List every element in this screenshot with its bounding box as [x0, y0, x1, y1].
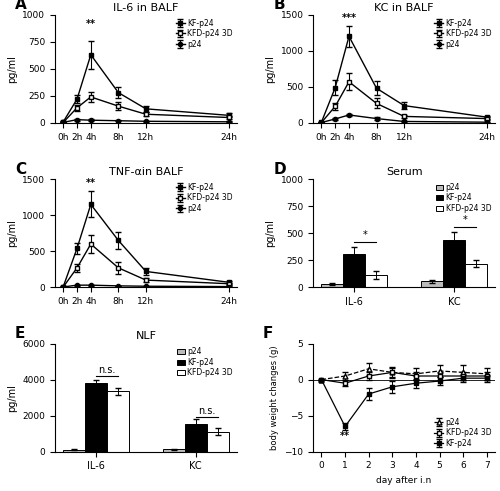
- Bar: [206, 432, 229, 452]
- Text: D: D: [273, 162, 286, 177]
- Y-axis label: pg/ml: pg/ml: [265, 219, 275, 247]
- Y-axis label: pg/ml: pg/ml: [265, 55, 275, 83]
- Y-axis label: pg/ml: pg/ml: [6, 383, 16, 411]
- Bar: [85, 383, 107, 452]
- Title: IL-6 in BALF: IL-6 in BALF: [113, 2, 178, 13]
- Text: n.s.: n.s.: [98, 364, 116, 375]
- Bar: [107, 391, 129, 452]
- Text: **: **: [86, 178, 96, 188]
- Bar: [322, 284, 344, 287]
- Bar: [421, 281, 443, 287]
- Bar: [344, 254, 365, 287]
- Text: *: *: [363, 230, 368, 240]
- X-axis label: day after i.n: day after i.n: [376, 476, 432, 485]
- Text: **: **: [340, 431, 350, 441]
- Text: B: B: [273, 0, 285, 12]
- Text: n.s.: n.s.: [198, 406, 216, 416]
- Text: A: A: [15, 0, 27, 12]
- Bar: [163, 449, 184, 452]
- Text: C: C: [15, 162, 26, 177]
- Legend: p24, KF-p24, KFD-p24 3D: p24, KF-p24, KFD-p24 3D: [178, 347, 233, 378]
- Bar: [443, 240, 465, 287]
- Text: ***: ***: [342, 13, 356, 24]
- Bar: [366, 275, 387, 287]
- Legend: KF-p24, KFD-p24 3D, p24: KF-p24, KFD-p24 3D, p24: [176, 183, 233, 213]
- Bar: [64, 450, 85, 452]
- Title: KC in BALF: KC in BALF: [374, 2, 434, 13]
- Legend: KF-p24, KFD-p24 3D, p24: KF-p24, KFD-p24 3D, p24: [176, 19, 233, 49]
- Bar: [465, 264, 486, 287]
- Y-axis label: pg/ml: pg/ml: [6, 219, 16, 247]
- Legend: p24, KF-p24, KFD-p24 3D: p24, KF-p24, KFD-p24 3D: [436, 183, 491, 213]
- Text: **: **: [86, 19, 96, 29]
- Text: *: *: [462, 215, 467, 225]
- Text: E: E: [15, 326, 26, 341]
- Y-axis label: body weight changes (g): body weight changes (g): [270, 345, 279, 450]
- Text: F: F: [262, 326, 272, 341]
- Title: TNF-αin BALF: TNF-αin BALF: [108, 167, 183, 177]
- Title: Serum: Serum: [386, 167, 422, 177]
- Bar: [184, 424, 206, 452]
- Y-axis label: pg/ml: pg/ml: [6, 55, 16, 83]
- Legend: p24, KFD-p24 3D, KF-p24: p24, KFD-p24 3D, KF-p24: [434, 418, 491, 448]
- Legend: KF-p24, KFD-p24 3D, p24: KF-p24, KFD-p24 3D, p24: [434, 19, 491, 49]
- Title: NLF: NLF: [136, 331, 156, 341]
